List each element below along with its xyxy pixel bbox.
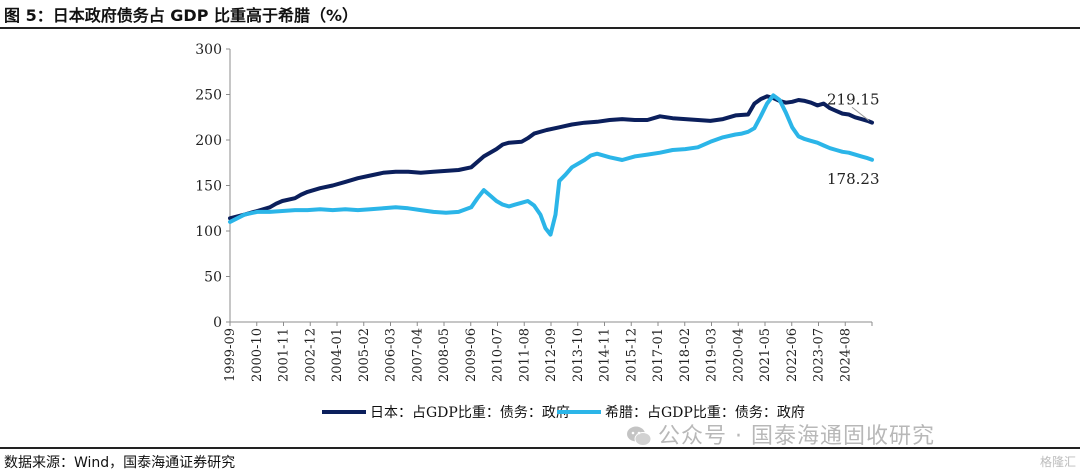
x-tick-label: 2017-01: [651, 328, 666, 382]
chart-legend: 日本：占GDP比重：债务：政府 希腊：占GDP比重：债务：政府: [322, 405, 805, 421]
x-tick-label: 2008-05: [437, 328, 452, 382]
wechat-icon: [627, 426, 652, 446]
x-tick-label: 2013-10: [571, 328, 586, 382]
x-tick-label: 2004-01: [330, 328, 345, 382]
y-tick-label: 250: [195, 88, 222, 104]
x-tick-label: 2023-07: [812, 328, 827, 382]
x-tick-label: 2001-11: [277, 328, 292, 382]
y-tick-label: 0: [213, 315, 222, 331]
x-tick-label: 2021-05: [758, 328, 773, 382]
chart-annotations: 219.15 178.23: [827, 91, 880, 188]
annotation-label-greece: 178.23: [827, 170, 880, 188]
series-line-japan: [228, 94, 874, 221]
x-tick-label: 2011-08: [517, 328, 532, 382]
y-tick-label: 150: [195, 179, 222, 195]
source-note: 数据来源：Wind，国泰海通证券研究: [4, 455, 236, 471]
annotation-label-japan: 219.15: [827, 91, 880, 109]
legend-label-greece: 希腊：占GDP比重：债务：政府: [605, 405, 805, 421]
x-tick-label: 2019-03: [705, 328, 720, 382]
top-rule: [0, 27, 1080, 29]
x-tick-label: 2010-07: [491, 328, 506, 382]
figure-title: 图 5：日本政府债务占 GDP 比重高于希腊（%）: [4, 6, 359, 25]
x-tick-label: 2020-04: [731, 328, 746, 382]
x-tick-label: 2018-02: [678, 328, 693, 382]
x-tick-label: 2006-03: [384, 328, 399, 382]
x-tick-label: 2000-10: [250, 328, 265, 382]
chart-series: [228, 93, 874, 237]
chart-axes: 0 50 100 150 200 250 300 1999-09 2000-10 2001-11 2…: [195, 42, 873, 382]
x-tick-label: 2009-06: [464, 328, 479, 382]
watermark: 公众号 · 国泰海通固收研究: [626, 418, 935, 450]
x-tick-label: 1999-09: [223, 328, 238, 382]
bottom-rule: [0, 447, 1080, 449]
annotation-leader-japan: [851, 106, 870, 121]
legend-label-japan: 日本：占GDP比重：债务：政府: [370, 405, 570, 421]
x-tick-label: 2015-12: [624, 328, 639, 382]
y-tick-label: 300: [195, 42, 222, 58]
y-tick-label: 200: [195, 133, 222, 149]
y-tick-label: 100: [195, 224, 222, 240]
x-tick-label: 2005-02: [357, 328, 372, 382]
watermark-text: 公众号 · 国泰海通固收研究: [658, 424, 935, 449]
x-tick-label: 2012-09: [544, 328, 559, 382]
x-tick-label: 2002-12: [303, 328, 318, 382]
x-tick-label: 2014-11: [598, 328, 613, 382]
y-tick-label: 50: [204, 270, 222, 286]
x-tick-label: 2007-04: [410, 328, 425, 382]
corner-mark: 格隆汇: [1039, 455, 1076, 469]
series-line-greece: [228, 93, 874, 237]
x-tick-label: 2022-06: [785, 328, 800, 382]
x-tick-label: 2024-08: [838, 328, 853, 382]
